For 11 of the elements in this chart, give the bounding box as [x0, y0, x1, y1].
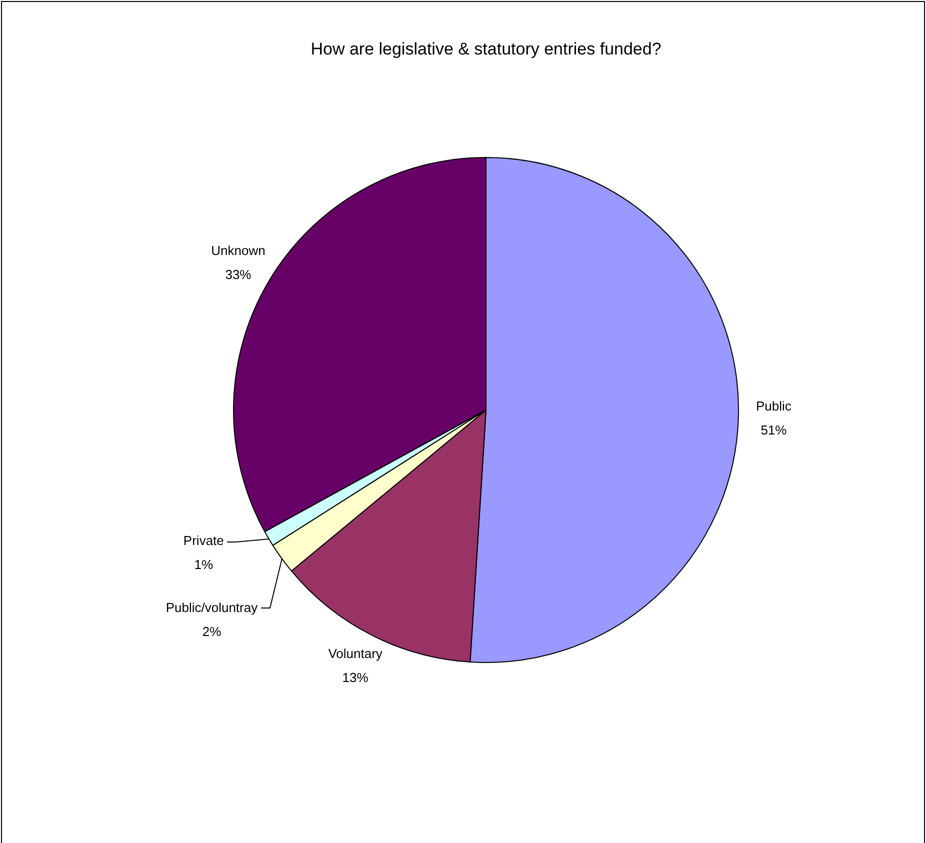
slice-label: Private: [183, 533, 224, 548]
slice-label: Unknown: [211, 243, 266, 258]
data-label: 33%: [225, 267, 252, 282]
data-label: 1%: [194, 557, 214, 572]
data-label: 13%: [342, 670, 369, 686]
chart-title: How are legislative & statutory entries funded?: [310, 40, 662, 59]
data-label: 2%: [202, 624, 222, 639]
data-label: 51%: [760, 422, 788, 438]
slice-label: Public/voluntray: [166, 600, 258, 615]
slice-label: Voluntary: [328, 646, 383, 662]
slice-label: Public: [756, 398, 792, 414]
